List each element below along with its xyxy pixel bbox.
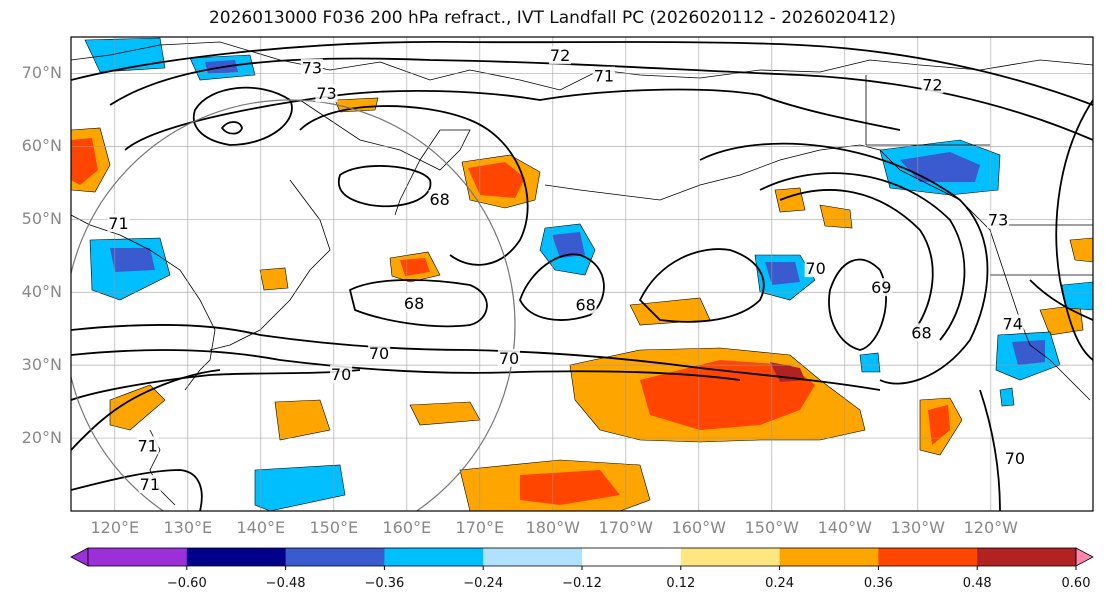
contour-label: 73 — [302, 59, 322, 78]
contour-label-background — [300, 58, 323, 77]
longitude-label: 180°W — [525, 518, 580, 537]
longitude-label: 160°E — [382, 518, 432, 537]
colorbar-segment — [483, 548, 583, 566]
contour-label-background — [1003, 448, 1026, 467]
colorbar-tick-label: 0.48 — [962, 576, 992, 591]
latitude-label: 70°N — [21, 63, 62, 83]
contour-label: 73 — [988, 210, 1008, 229]
latitude-label: 20°N — [21, 428, 62, 448]
contour-label-background — [428, 189, 451, 208]
contour-label: 70 — [499, 349, 519, 368]
colorbar-tick-label: 0.60 — [1061, 576, 1091, 591]
colorbar-tick-label: −0.12 — [562, 576, 602, 591]
contour-label-background — [315, 84, 338, 103]
contour-labels: 72 71 73 73 72 68 68 68 70 69 68 70 70 70 71 71 71 73 74 70 — [107, 46, 1026, 494]
colorbar-tick-label: 0.36 — [863, 576, 893, 591]
map-title: 2026013000 F036 200 hPa refract., IVT La… — [208, 8, 896, 28]
contour-label-background — [403, 294, 426, 313]
colorbar — [70, 547, 1094, 570]
colorbar-segment — [285, 548, 385, 566]
longitude-label: 160°W — [671, 518, 726, 537]
longitude-label: 170°W — [598, 518, 653, 537]
colorbar-segment — [977, 548, 1077, 566]
contour-label: 72 — [922, 75, 942, 94]
latitude-label: 30°N — [21, 355, 62, 375]
gridlines — [71, 37, 1093, 511]
longitude-label: 170°E — [455, 518, 505, 537]
contour-label-background — [330, 364, 353, 383]
contour-label: 68 — [911, 323, 931, 342]
contour-label: 70 — [369, 344, 389, 363]
colorbar-segment — [186, 548, 287, 566]
longitude-label: 150°E — [309, 518, 359, 537]
contour-label: 70 — [331, 365, 351, 384]
contour-label: 71 — [108, 214, 128, 233]
contour-label-background — [910, 323, 933, 342]
colorbar-extend-low — [70, 547, 89, 567]
longitude-label: 130°E — [163, 518, 213, 537]
longitude-label: 140°W — [817, 518, 872, 537]
colorbar-segment — [88, 548, 188, 566]
contour-label-background — [1001, 314, 1024, 333]
colorbar-segment — [384, 548, 484, 566]
contour-label: 70 — [1005, 449, 1025, 468]
colorbar-tick-label: 0.12 — [666, 576, 696, 591]
colorbar-tick-label: −0.48 — [265, 576, 306, 591]
contour-label-background — [592, 66, 615, 85]
contour-label: 71 — [140, 475, 160, 494]
contour-label: 69 — [871, 278, 891, 297]
longitude-label: 150°W — [744, 518, 799, 537]
contour-label-background — [368, 343, 391, 362]
contour-label-background — [870, 278, 893, 297]
latitude-label: 50°N — [21, 209, 62, 229]
contour-label-background — [804, 259, 827, 278]
colorbar-segment — [878, 548, 978, 566]
contour-label-background — [138, 475, 161, 494]
contour-label-background — [107, 213, 130, 232]
colorbar-extend-high — [1075, 547, 1094, 567]
range-circle — [71, 99, 516, 511]
contour-label: 68 — [429, 190, 449, 209]
colorbar-tick-label: −0.60 — [166, 576, 207, 591]
colorbar-segment — [779, 548, 879, 566]
contour-label-background — [921, 75, 944, 94]
refractivity-contours — [71, 40, 1093, 511]
latitude-label: 60°N — [21, 136, 62, 156]
longitude-label: 120°W — [963, 518, 1018, 537]
contour-label: 71 — [137, 436, 157, 455]
contour-label-background — [987, 210, 1010, 229]
contour-label-background — [136, 436, 159, 455]
coastlines — [71, 41, 1093, 506]
contour-label: 73 — [316, 84, 336, 103]
contour-label: 70 — [805, 259, 825, 278]
colorbar-tick-label: 0.24 — [765, 576, 795, 591]
contour-label: 72 — [550, 46, 570, 65]
map-frame — [70, 36, 1094, 512]
contour-label: 71 — [594, 67, 614, 86]
longitude-label: 120°E — [90, 518, 140, 537]
contour-label: 74 — [1003, 315, 1023, 334]
longitude-label: 130°W — [890, 518, 945, 537]
colorbar-tick-label: −0.24 — [463, 576, 504, 591]
contour-label: 68 — [404, 294, 424, 313]
colorbar-tick-label: −0.36 — [364, 576, 405, 591]
contour-label-background — [574, 295, 597, 314]
contour-label-background — [498, 348, 520, 367]
latitude-label: 40°N — [21, 282, 62, 302]
contour-label: 68 — [575, 296, 595, 315]
longitude-label: 140°E — [236, 518, 286, 537]
colorbar-segment — [582, 548, 682, 566]
contour-label-background — [549, 46, 572, 65]
colorbar-segment — [680, 548, 781, 566]
